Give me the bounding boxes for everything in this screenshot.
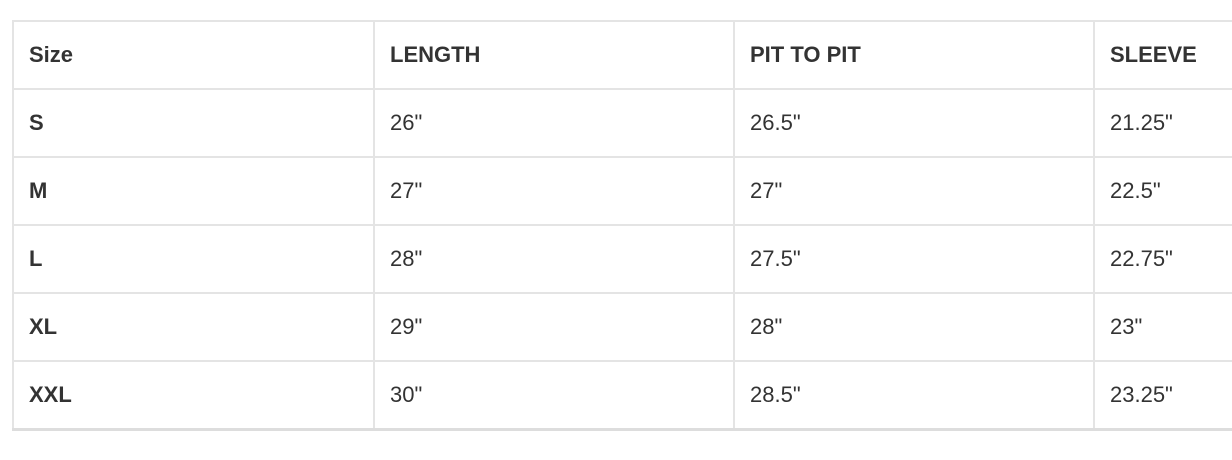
- cell-length: 30": [373, 360, 735, 431]
- cell-length: 27": [373, 156, 735, 226]
- cell-pit-to-pit: 26.5": [733, 88, 1095, 158]
- cell-length: 28": [373, 224, 735, 294]
- cell-pit-to-pit: 28": [733, 292, 1095, 362]
- table-body: S 26" 26.5" 21.25" M 27" 27" 22.5" L 28" 27.5" 22.7…: [12, 88, 1232, 431]
- cell-size: S: [12, 88, 375, 158]
- cell-size: M: [12, 156, 375, 226]
- header-size: Size: [12, 20, 375, 90]
- cell-sleeve: 23": [1093, 292, 1232, 362]
- cell-pit-to-pit: 27.5": [733, 224, 1095, 294]
- cell-pit-to-pit: 27": [733, 156, 1095, 226]
- table-row: L 28" 27.5" 22.75": [12, 224, 1232, 294]
- cell-sleeve: 22.5": [1093, 156, 1232, 226]
- cell-sleeve: 21.25": [1093, 88, 1232, 158]
- header-length: LENGTH: [373, 20, 735, 90]
- header-pit-to-pit: PIT TO PIT: [733, 20, 1095, 90]
- cell-sleeve: 22.75": [1093, 224, 1232, 294]
- cell-length: 26": [373, 88, 735, 158]
- table-row: XXL 30" 28.5" 23.25": [12, 360, 1232, 431]
- cell-sleeve: 23.25": [1093, 360, 1232, 431]
- header-sleeve: SLEEVE: [1093, 20, 1232, 90]
- cell-length: 29": [373, 292, 735, 362]
- cell-size: XL: [12, 292, 375, 362]
- size-chart-table: Size LENGTH PIT TO PIT SLEEVE S 26" 26.5" 2…: [12, 20, 1232, 431]
- cell-pit-to-pit: 28.5": [733, 360, 1095, 431]
- cell-size: L: [12, 224, 375, 294]
- cell-size: XXL: [12, 360, 375, 431]
- header-row: Size LENGTH PIT TO PIT SLEEVE: [12, 20, 1232, 90]
- table-row: M 27" 27" 22.5": [12, 156, 1232, 226]
- table-row: S 26" 26.5" 21.25": [12, 88, 1232, 158]
- table-row: XL 29" 28" 23": [12, 292, 1232, 362]
